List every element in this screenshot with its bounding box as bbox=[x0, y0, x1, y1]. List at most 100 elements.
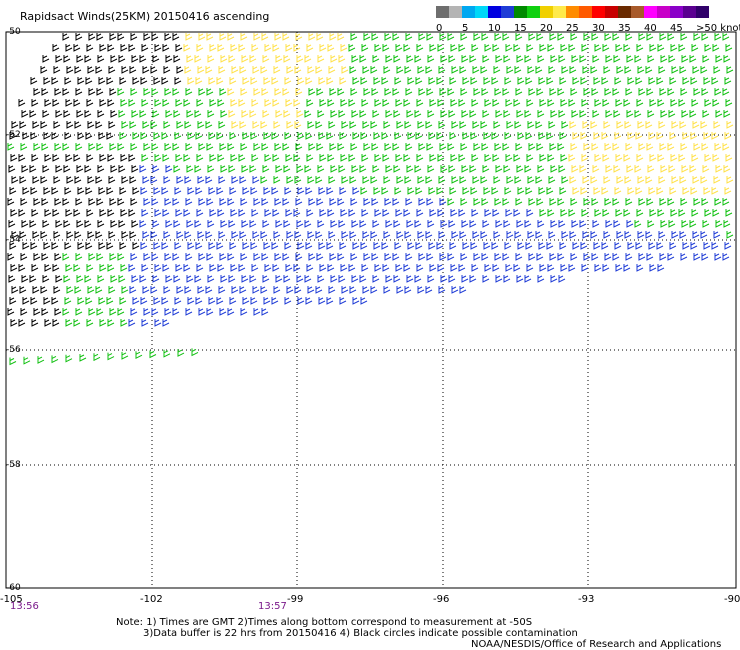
wind-barb bbox=[239, 231, 247, 239]
wind-barb bbox=[295, 143, 303, 151]
wind-barb bbox=[440, 220, 448, 228]
wind-barb bbox=[40, 66, 48, 74]
wind-barb bbox=[341, 176, 349, 184]
wind-barb bbox=[462, 187, 470, 195]
wind-barb bbox=[646, 198, 654, 206]
wind-barb bbox=[65, 209, 73, 217]
wind-barb bbox=[352, 77, 360, 85]
wind-barb bbox=[557, 33, 565, 41]
wind-barb bbox=[184, 66, 192, 74]
wind-barb bbox=[283, 275, 291, 283]
wind-barb bbox=[64, 77, 72, 85]
wind-barb bbox=[295, 198, 303, 206]
wind-barb bbox=[19, 231, 27, 239]
wind-barb bbox=[417, 176, 425, 184]
wind-barb bbox=[33, 198, 41, 206]
wind-barb bbox=[625, 88, 633, 96]
wind-barb bbox=[150, 231, 158, 239]
wind-barb bbox=[667, 253, 675, 261]
wind-barb bbox=[77, 77, 85, 85]
wind-barb bbox=[183, 99, 191, 107]
wind-barb bbox=[648, 132, 656, 140]
wind-barb bbox=[348, 99, 356, 107]
wind-barb bbox=[711, 132, 719, 140]
wind-barb bbox=[52, 99, 60, 107]
wind-barb bbox=[414, 55, 422, 63]
wind-barb bbox=[392, 143, 400, 151]
wind-barb bbox=[693, 253, 701, 261]
wind-barb bbox=[669, 187, 677, 195]
wind-barb bbox=[426, 33, 434, 41]
wind-barb bbox=[251, 209, 259, 217]
wind-barb bbox=[725, 99, 733, 107]
wind-barb bbox=[351, 55, 359, 63]
wind-barb bbox=[502, 143, 510, 151]
wind-barb bbox=[513, 264, 521, 272]
wind-barb bbox=[121, 351, 129, 360]
wind-barb bbox=[33, 308, 41, 316]
wind-barb bbox=[362, 121, 370, 129]
legend-swatch bbox=[592, 6, 605, 18]
wind-barb bbox=[462, 242, 470, 250]
wind-barb bbox=[96, 253, 104, 261]
wind-barb bbox=[362, 176, 370, 184]
latitude-label: -60 bbox=[6, 583, 21, 593]
wind-barb bbox=[550, 220, 558, 228]
wind-barb bbox=[208, 187, 216, 195]
wind-barb bbox=[117, 143, 125, 151]
wind-barb bbox=[715, 220, 723, 228]
wind-barb bbox=[308, 33, 316, 41]
wind-barb bbox=[175, 99, 183, 107]
wind-barb bbox=[537, 275, 545, 283]
wind-barb bbox=[95, 176, 103, 184]
wind-barb bbox=[548, 66, 556, 74]
wind-barb bbox=[602, 209, 610, 217]
wind-barb bbox=[317, 220, 325, 228]
wind-barb bbox=[538, 187, 546, 195]
wind-barb bbox=[517, 77, 525, 85]
wind-barb bbox=[415, 187, 423, 195]
wind-barb bbox=[77, 242, 85, 250]
wind-barb bbox=[173, 165, 181, 173]
legend-label: 15 bbox=[514, 23, 527, 34]
wind-barb bbox=[374, 264, 382, 272]
wind-barb bbox=[96, 143, 104, 151]
wind-barb bbox=[591, 143, 599, 151]
wind-barb bbox=[207, 275, 215, 283]
wind-barb bbox=[10, 319, 18, 327]
wind-barb bbox=[494, 198, 502, 206]
wind-barb bbox=[392, 33, 400, 41]
wind-barb bbox=[129, 231, 137, 239]
wind-barb bbox=[370, 231, 378, 239]
wind-barb bbox=[142, 286, 150, 294]
wind-barb bbox=[624, 66, 632, 74]
wind-barb bbox=[282, 253, 290, 261]
wind-barb bbox=[480, 66, 488, 74]
wind-barb bbox=[372, 110, 380, 118]
wind-barb bbox=[341, 66, 349, 74]
wind-barb bbox=[252, 286, 260, 294]
wind-barb bbox=[360, 187, 368, 195]
wind-barb bbox=[546, 77, 554, 85]
wind-barb bbox=[547, 44, 555, 52]
wind-barb bbox=[253, 88, 261, 96]
wind-barb bbox=[470, 187, 478, 195]
wind-barb bbox=[151, 253, 159, 261]
wind-barb bbox=[162, 44, 170, 52]
wind-barb bbox=[206, 143, 214, 151]
wind-barb bbox=[341, 231, 349, 239]
wind-barb bbox=[238, 154, 246, 162]
wind-barb bbox=[22, 132, 30, 140]
wind-barb bbox=[304, 220, 312, 228]
wind-barb bbox=[307, 121, 315, 129]
wind-barb bbox=[218, 121, 226, 129]
wind-barb bbox=[305, 187, 313, 195]
time-label-2: 13:57 bbox=[258, 601, 287, 612]
wind-barb bbox=[186, 55, 194, 63]
wind-barb bbox=[19, 286, 27, 294]
wind-barb bbox=[418, 88, 426, 96]
wind-barb bbox=[469, 110, 477, 118]
wind-barb bbox=[294, 66, 302, 74]
wind-barb bbox=[418, 198, 426, 206]
wind-barb bbox=[624, 121, 632, 129]
